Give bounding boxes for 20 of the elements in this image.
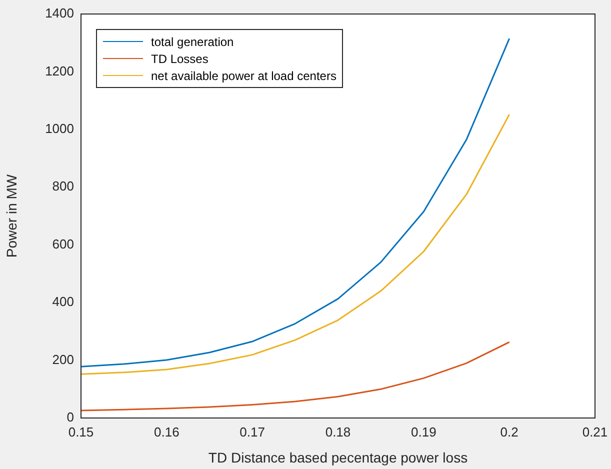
x-tick-label: 0.16 — [154, 424, 180, 440]
y-tick-label: 1400 — [45, 6, 74, 21]
y-tick-label: 1200 — [45, 63, 74, 78]
y-tick-label: 800 — [52, 178, 74, 194]
legend-label: net available power at load centers — [151, 68, 336, 82]
y-tick-label: 0 — [66, 410, 74, 425]
y-tick-label: 1000 — [45, 121, 74, 136]
y-axis-title: Power in MW — [3, 174, 20, 258]
y-tick-label: 200 — [52, 352, 74, 367]
x-tick-label: 0.17 — [240, 424, 265, 440]
legend-label: TD Losses — [151, 52, 208, 66]
y-tick-label: 400 — [52, 294, 74, 310]
x-tick-label: 0.18 — [325, 424, 351, 440]
x-tick-label: 0.15 — [68, 424, 94, 440]
x-tick-label: 0.21 — [582, 424, 608, 440]
x-axis-title: TD Distance based pecentage power loss — [208, 449, 468, 466]
y-tick-label: 600 — [52, 236, 74, 252]
x-tick-label: 0.19 — [411, 424, 436, 440]
x-tick-label: 0.2 — [500, 424, 518, 440]
legend-label: total generation — [151, 34, 234, 48]
